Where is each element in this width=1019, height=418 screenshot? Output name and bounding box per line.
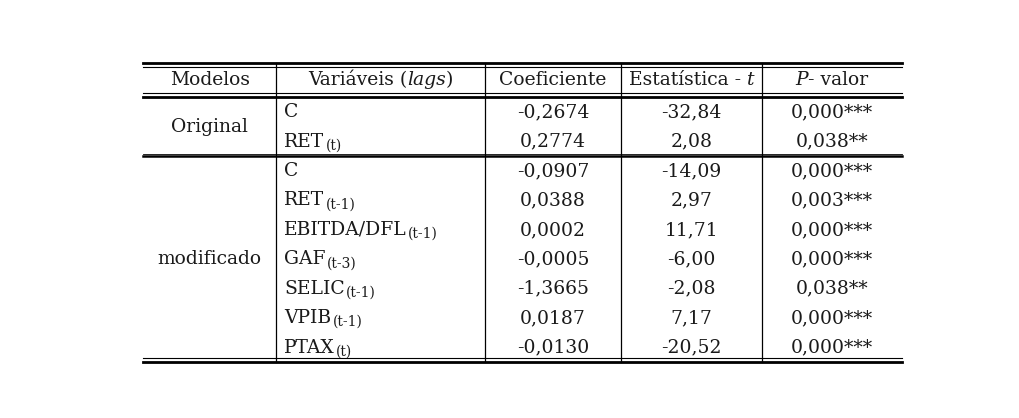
Text: EBITDA/DFL: EBITDA/DFL — [283, 221, 407, 239]
Text: Variáveis (: Variáveis ( — [308, 71, 407, 89]
Text: (t-3): (t-3) — [327, 256, 357, 270]
Text: RET: RET — [283, 133, 324, 150]
Text: lags: lags — [407, 71, 445, 89]
Text: P: P — [795, 71, 807, 89]
Text: (t-1): (t-1) — [346, 285, 376, 300]
Text: (t): (t) — [325, 138, 341, 153]
Text: 0,000***: 0,000*** — [790, 339, 872, 357]
Text: 0,000***: 0,000*** — [790, 162, 872, 180]
Text: -0,0907: -0,0907 — [517, 162, 589, 180]
Text: Estatística -: Estatística - — [628, 71, 746, 89]
Text: (t): (t) — [336, 344, 353, 359]
Text: 0,000***: 0,000*** — [790, 309, 872, 327]
Text: RET: RET — [283, 191, 324, 209]
Text: (t-1): (t-1) — [332, 315, 362, 329]
Text: 2,08: 2,08 — [669, 133, 712, 150]
Text: modificado: modificado — [158, 250, 262, 268]
Text: Modelos: Modelos — [169, 71, 250, 89]
Text: - valor: - valor — [807, 71, 867, 89]
Text: 0,038**: 0,038** — [795, 133, 867, 150]
Text: 0,0002: 0,0002 — [520, 221, 586, 239]
Text: 11,71: 11,71 — [664, 221, 717, 239]
Text: -20,52: -20,52 — [660, 339, 721, 357]
Text: 0,0187: 0,0187 — [520, 309, 586, 327]
Text: 0,2774: 0,2774 — [520, 133, 586, 150]
Text: C: C — [283, 162, 299, 180]
Text: Coeficiente: Coeficiente — [499, 71, 606, 89]
Text: -0,0005: -0,0005 — [517, 250, 589, 268]
Text: -32,84: -32,84 — [660, 103, 721, 121]
Text: PTAX: PTAX — [283, 339, 334, 357]
Text: 7,17: 7,17 — [671, 309, 712, 327]
Text: C: C — [283, 103, 299, 121]
Text: 0,038**: 0,038** — [795, 280, 867, 298]
Text: Original: Original — [171, 118, 248, 136]
Text: VPIB: VPIB — [283, 309, 331, 327]
Text: 0,000***: 0,000*** — [790, 250, 872, 268]
Text: 0,000***: 0,000*** — [790, 103, 872, 121]
Text: -6,00: -6,00 — [666, 250, 715, 268]
Text: -0,0130: -0,0130 — [517, 339, 589, 357]
Text: t: t — [746, 71, 754, 89]
Text: -14,09: -14,09 — [661, 162, 721, 180]
Text: -2,08: -2,08 — [666, 280, 715, 298]
Text: -0,2674: -0,2674 — [517, 103, 589, 121]
Text: 0,0388: 0,0388 — [520, 191, 586, 209]
Text: SELIC: SELIC — [283, 280, 344, 298]
Text: 0,003***: 0,003*** — [790, 191, 872, 209]
Text: 0,000***: 0,000*** — [790, 221, 872, 239]
Text: (t-1): (t-1) — [408, 227, 438, 241]
Text: GAF: GAF — [283, 250, 325, 268]
Text: (t-1): (t-1) — [325, 197, 356, 212]
Text: 2,97: 2,97 — [671, 191, 712, 209]
Text: ): ) — [445, 71, 452, 89]
Text: -1,3665: -1,3665 — [517, 280, 589, 298]
